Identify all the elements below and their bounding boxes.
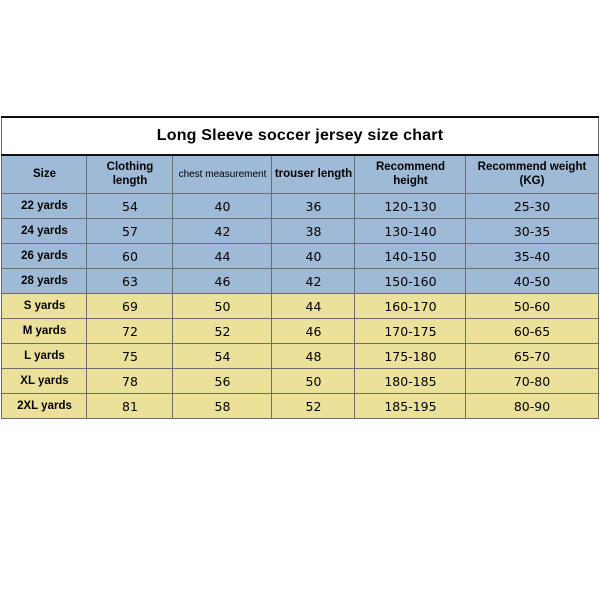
- cell-chest: 52: [173, 319, 272, 344]
- cell-chest: 40: [173, 194, 272, 219]
- cell-trouser: 38: [272, 219, 355, 244]
- cell-trouser: 46: [272, 319, 355, 344]
- cell-size: 22 yards: [2, 194, 87, 219]
- chart-title: Long Sleeve soccer jersey size chart: [2, 117, 598, 155]
- cell-size: XL yards: [2, 369, 87, 394]
- cell-chest: 58: [173, 394, 272, 419]
- col-size: Size: [2, 155, 87, 194]
- cell-rec-weight: 60-65: [466, 319, 598, 344]
- cell-rec-height: 180-185: [355, 369, 466, 394]
- title-row: Long Sleeve soccer jersey size chart: [2, 117, 598, 155]
- cell-trouser: 48: [272, 344, 355, 369]
- cell-length: 75: [87, 344, 173, 369]
- cell-trouser: 42: [272, 269, 355, 294]
- cell-chest: 54: [173, 344, 272, 369]
- cell-chest: 46: [173, 269, 272, 294]
- cell-trouser: 40: [272, 244, 355, 269]
- size-chart-table: Long Sleeve soccer jersey size chartSize…: [1, 116, 598, 419]
- cell-rec-height: 140-150: [355, 244, 466, 269]
- table-row: S yards695044160-17050-60: [2, 294, 598, 319]
- col-clothing-length: Clothinglength: [87, 155, 173, 194]
- cell-rec-weight: 30-35: [466, 219, 598, 244]
- cell-chest: 56: [173, 369, 272, 394]
- col-trouser-length: trouser length: [272, 155, 355, 194]
- cell-rec-weight: 35-40: [466, 244, 598, 269]
- cell-length: 57: [87, 219, 173, 244]
- cell-size: L yards: [2, 344, 87, 369]
- table-row: 28 yards634642150-16040-50: [2, 269, 598, 294]
- cell-trouser: 52: [272, 394, 355, 419]
- cell-rec-height: 175-180: [355, 344, 466, 369]
- cell-length: 72: [87, 319, 173, 344]
- cell-chest: 42: [173, 219, 272, 244]
- table-row: 24 yards574238130-14030-35: [2, 219, 598, 244]
- cell-length: 60: [87, 244, 173, 269]
- cell-trouser: 44: [272, 294, 355, 319]
- cell-rec-height: 185-195: [355, 394, 466, 419]
- cell-length: 81: [87, 394, 173, 419]
- cell-size: 2XL yards: [2, 394, 87, 419]
- table-row: L yards755448175-18065-70: [2, 344, 598, 369]
- cell-size: M yards: [2, 319, 87, 344]
- cell-size: 24 yards: [2, 219, 87, 244]
- cell-rec-weight: 25-30: [466, 194, 598, 219]
- cell-size: 26 yards: [2, 244, 87, 269]
- cell-rec-height: 130-140: [355, 219, 466, 244]
- cell-length: 63: [87, 269, 173, 294]
- cell-rec-weight: 80-90: [466, 394, 598, 419]
- table-row: M yards725246170-17560-65: [2, 319, 598, 344]
- table-row: 26 yards604440140-15035-40: [2, 244, 598, 269]
- cell-rec-height: 150-160: [355, 269, 466, 294]
- cell-length: 78: [87, 369, 173, 394]
- cell-size: 28 yards: [2, 269, 87, 294]
- cell-rec-weight: 50-60: [466, 294, 598, 319]
- cell-rec-weight: 65-70: [466, 344, 598, 369]
- cell-trouser: 36: [272, 194, 355, 219]
- cell-length: 69: [87, 294, 173, 319]
- cell-rec-weight: 70-80: [466, 369, 598, 394]
- cell-trouser: 50: [272, 369, 355, 394]
- cell-rec-height: 160-170: [355, 294, 466, 319]
- col-rec-weight: Recommend weight (KG): [466, 155, 598, 194]
- cell-rec-weight: 40-50: [466, 269, 598, 294]
- table-row: XL yards785650180-18570-80: [2, 369, 598, 394]
- cell-length: 54: [87, 194, 173, 219]
- cell-chest: 44: [173, 244, 272, 269]
- col-rec-height: Recommendheight: [355, 155, 466, 194]
- header-row: Size Clothinglength chest measurementtrous…: [2, 155, 598, 194]
- hdr-rec-height: Recommendheight: [376, 161, 445, 186]
- cell-chest: 50: [173, 294, 272, 319]
- cell-size: S yards: [2, 294, 87, 319]
- cell-rec-height: 120-130: [355, 194, 466, 219]
- cell-rec-height: 170-175: [355, 319, 466, 344]
- table-row: 2XL yards815852185-19580-90: [2, 394, 598, 419]
- col-chest: chest measurement: [173, 155, 272, 194]
- hdr-clothing: Clothinglength: [107, 161, 154, 186]
- table-row: 22 yards544036120-13025-30: [2, 194, 598, 219]
